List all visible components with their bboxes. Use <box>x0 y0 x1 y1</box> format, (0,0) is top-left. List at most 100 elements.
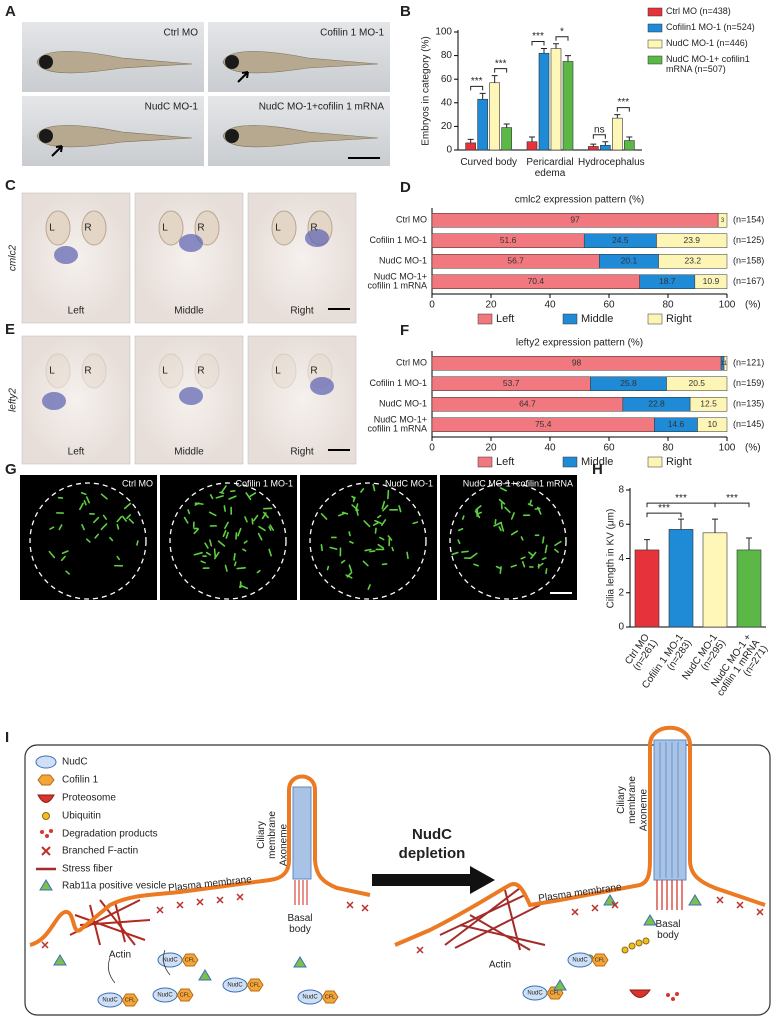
data-label: 22.8 <box>648 399 665 409</box>
label-line: body <box>289 924 311 935</box>
data-label: 20.5 <box>688 378 705 388</box>
cilium <box>85 538 91 543</box>
cilium <box>256 569 261 574</box>
icon-label: CFL <box>595 957 605 963</box>
arrow <box>237 71 249 83</box>
x-unit: (%) <box>745 300 761 311</box>
bar <box>736 549 762 628</box>
x-tick-label: Hydrocephalus <box>578 157 645 168</box>
cilium <box>349 540 354 544</box>
axoneme <box>292 786 312 880</box>
icon-label: NudC <box>527 991 543 997</box>
legend-text: NudC <box>62 757 88 768</box>
kv-outline <box>309 482 427 600</box>
cilium <box>457 539 461 545</box>
cilium <box>183 516 189 524</box>
bar <box>624 140 635 151</box>
significance-bracket <box>616 107 630 112</box>
x-tick-label: 0 <box>429 443 435 454</box>
cilium <box>554 548 559 553</box>
icon-label: NudC <box>572 958 588 964</box>
n-label: (n=125) <box>733 235 764 245</box>
data-label: 1 <box>721 361 725 367</box>
f-actin-mark <box>571 908 579 916</box>
ciliary-membrane-label: Ciliarymembrane <box>616 776 638 824</box>
n-label: (n=159) <box>733 378 764 388</box>
axoneme <box>653 739 687 881</box>
panel-label: D <box>400 179 411 196</box>
y-axis-label: Embryos in category (%) <box>421 36 432 145</box>
bar <box>465 142 476 151</box>
kv-outline <box>29 482 147 600</box>
legend-text: Middle <box>581 456 613 468</box>
category-label-line: NudC MO-1+ <box>374 272 427 282</box>
category-label-line: Cofilin 1 MO-1 <box>369 235 427 245</box>
label-line: NudC <box>412 826 452 843</box>
embryo-image <box>247 192 357 324</box>
category-label: Ctrl MO <box>396 215 427 225</box>
cilium <box>338 512 346 517</box>
cilium <box>58 524 63 531</box>
panel-label: G <box>5 461 17 478</box>
cilium <box>369 550 376 553</box>
kv-image <box>300 475 437 600</box>
x-unit: (%) <box>745 443 761 454</box>
embryo <box>222 51 379 74</box>
label-line: membrane <box>627 776 638 824</box>
eye <box>271 353 297 389</box>
cilium <box>381 500 386 510</box>
cilium <box>510 564 517 568</box>
f-actin-mark <box>736 901 744 909</box>
bar-segment <box>658 254 728 269</box>
cilium <box>225 531 229 539</box>
vesicle-icon <box>53 954 67 966</box>
n-label: (n=135) <box>733 399 764 409</box>
x-tick-label: 60 <box>603 443 615 454</box>
x-tick-label: 40 <box>544 443 556 454</box>
chart-title: cmlc2 expression pattern (%) <box>515 195 645 206</box>
bar <box>526 141 538 151</box>
panel-label: E <box>5 321 15 338</box>
eye <box>81 353 107 389</box>
cilium <box>504 506 511 514</box>
plasma-membrane <box>29 774 371 947</box>
error-bar <box>553 43 559 49</box>
cilium <box>116 516 123 523</box>
data-label: 23.9 <box>683 235 700 245</box>
cilium <box>340 559 346 564</box>
cilium <box>520 556 526 560</box>
cfl-icon <box>321 990 339 1004</box>
f-actin-icon <box>41 846 51 856</box>
cilium <box>376 514 382 519</box>
cilium <box>100 523 108 531</box>
plasma-membrane <box>394 725 766 947</box>
actin-label: Actin <box>109 950 131 961</box>
label-line: Basal <box>655 919 680 930</box>
cilium <box>83 500 87 506</box>
eye-label: R <box>197 223 204 234</box>
bar <box>634 549 660 628</box>
cilium <box>224 564 228 572</box>
cilium <box>249 492 257 498</box>
cilium <box>412 521 419 525</box>
cilium <box>372 521 380 526</box>
x-tick-label: 20 <box>485 300 497 311</box>
label-line: depletion <box>399 845 466 862</box>
cilium <box>367 584 371 590</box>
data-label: 51.6 <box>500 235 517 245</box>
eye-label: R <box>84 366 91 377</box>
category-label-line: Ctrl MO <box>396 358 427 368</box>
cilium <box>253 514 259 522</box>
cilium <box>224 521 229 529</box>
category-label-line: NudC MO-1 <box>379 256 427 266</box>
cilium <box>126 514 131 520</box>
cilium <box>493 521 503 527</box>
category-label-line: cofilin 1 mRNA <box>367 424 427 434</box>
x-tick-label: Pericardial edema <box>526 157 573 179</box>
icon-label: CFL <box>550 990 560 996</box>
bar <box>588 146 599 151</box>
cilium <box>121 515 128 522</box>
label-line: membrane <box>267 811 278 859</box>
legend-swatch <box>647 39 663 49</box>
movement-arrow <box>162 949 171 976</box>
